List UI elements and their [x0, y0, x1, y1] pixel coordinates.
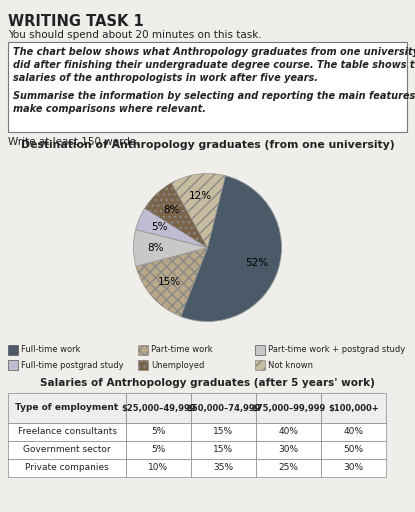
Bar: [8, 423, 126, 441]
Text: 12%: 12%: [189, 191, 212, 201]
Text: Freelance consultants: Freelance consultants: [17, 428, 117, 437]
Bar: [255, 360, 265, 370]
Text: 40%: 40%: [344, 428, 364, 437]
Text: $50,000–74,999: $50,000–74,999: [186, 403, 261, 413]
Text: Part-time work + postgrad study: Part-time work + postgrad study: [268, 346, 405, 354]
Bar: [191, 393, 256, 423]
Text: WRITING TASK 1: WRITING TASK 1: [8, 14, 144, 29]
Text: You should spend about 20 minutes on this task.: You should spend about 20 minutes on thi…: [8, 30, 262, 40]
Text: The chart below shows what Anthropology graduates from one university: The chart below shows what Anthropology …: [13, 47, 415, 57]
Bar: [256, 459, 321, 477]
Text: Type of employment: Type of employment: [15, 403, 119, 413]
Text: 35%: 35%: [213, 463, 234, 473]
Text: Unemployed: Unemployed: [151, 360, 204, 370]
Bar: [321, 441, 386, 459]
Text: $75,000–99,999: $75,000–99,999: [251, 403, 326, 413]
Bar: [321, 423, 386, 441]
Text: Write at least 150 words.: Write at least 150 words.: [8, 137, 139, 147]
Bar: [126, 423, 191, 441]
Text: 30%: 30%: [278, 445, 298, 455]
Bar: [256, 393, 321, 423]
Text: 5%: 5%: [151, 428, 166, 437]
Text: 15%: 15%: [157, 277, 181, 287]
Bar: [256, 423, 321, 441]
Text: 52%: 52%: [245, 258, 269, 268]
Wedge shape: [181, 176, 281, 322]
Bar: [8, 441, 126, 459]
Text: 50%: 50%: [344, 445, 364, 455]
Text: 15%: 15%: [213, 428, 234, 437]
Bar: [8, 393, 126, 423]
Text: did after finishing their undergraduate degree course. The table shows the: did after finishing their undergraduate …: [13, 60, 415, 70]
Bar: [126, 441, 191, 459]
Text: 25%: 25%: [278, 463, 298, 473]
Bar: [321, 459, 386, 477]
Wedge shape: [136, 247, 208, 316]
Bar: [138, 360, 148, 370]
Text: salaries of the anthropologists in work after five years.: salaries of the anthropologists in work …: [13, 73, 318, 83]
Text: Full-time work: Full-time work: [21, 346, 81, 354]
Wedge shape: [136, 208, 208, 247]
Text: 8%: 8%: [164, 205, 180, 215]
Text: 30%: 30%: [344, 463, 364, 473]
Bar: [126, 459, 191, 477]
Text: Part-time work: Part-time work: [151, 346, 212, 354]
Bar: [191, 459, 256, 477]
Wedge shape: [134, 229, 208, 266]
Bar: [126, 393, 191, 423]
Text: 5%: 5%: [151, 445, 166, 455]
Bar: [256, 441, 321, 459]
Text: Government sector: Government sector: [23, 445, 111, 455]
Bar: [8, 345, 18, 355]
Text: $25,000–49,999: $25,000–49,999: [121, 403, 196, 413]
Bar: [191, 441, 256, 459]
Text: Private companies: Private companies: [25, 463, 109, 473]
Text: 10%: 10%: [149, 463, 168, 473]
Text: $100,000+: $100,000+: [328, 403, 379, 413]
Bar: [321, 393, 386, 423]
Bar: [191, 423, 256, 441]
Bar: [8, 42, 407, 132]
Bar: [138, 345, 148, 355]
Text: Full-time postgrad study: Full-time postgrad study: [21, 360, 124, 370]
Bar: [8, 360, 18, 370]
Text: Salaries of Antrhopology graduates (after 5 years' work): Salaries of Antrhopology graduates (afte…: [39, 378, 374, 388]
Text: make comparisons where relevant.: make comparisons where relevant.: [13, 104, 206, 114]
Text: 5%: 5%: [151, 222, 168, 232]
Text: 40%: 40%: [278, 428, 298, 437]
Bar: [8, 459, 126, 477]
Text: 8%: 8%: [147, 243, 164, 253]
Wedge shape: [145, 183, 208, 247]
Text: 15%: 15%: [213, 445, 234, 455]
Text: Summarise the information by selecting and reporting the main features, and: Summarise the information by selecting a…: [13, 91, 415, 101]
Title: Destination of Anthropology graduates (from one university): Destination of Anthropology graduates (f…: [21, 140, 394, 150]
Wedge shape: [171, 174, 225, 247]
Bar: [255, 345, 265, 355]
Text: Not known: Not known: [268, 360, 313, 370]
